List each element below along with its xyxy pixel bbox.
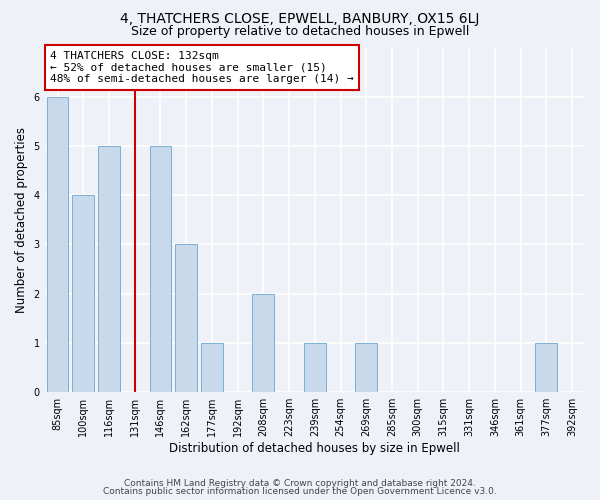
Bar	[304, 343, 326, 392]
Y-axis label: Number of detached properties: Number of detached properties	[15, 127, 28, 313]
Bar	[47, 96, 68, 392]
Bar	[73, 195, 94, 392]
Text: Contains public sector information licensed under the Open Government Licence v3: Contains public sector information licen…	[103, 487, 497, 496]
Bar	[355, 343, 377, 392]
Bar	[535, 343, 557, 392]
Bar	[175, 244, 197, 392]
Bar	[149, 146, 172, 392]
Bar	[253, 294, 274, 392]
Text: Contains HM Land Registry data © Crown copyright and database right 2024.: Contains HM Land Registry data © Crown c…	[124, 478, 476, 488]
Text: Size of property relative to detached houses in Epwell: Size of property relative to detached ho…	[131, 25, 469, 38]
Bar	[98, 146, 120, 392]
Text: 4 THATCHERS CLOSE: 132sqm
← 52% of detached houses are smaller (15)
48% of semi-: 4 THATCHERS CLOSE: 132sqm ← 52% of detac…	[50, 51, 354, 84]
Text: 4, THATCHERS CLOSE, EPWELL, BANBURY, OX15 6LJ: 4, THATCHERS CLOSE, EPWELL, BANBURY, OX1…	[121, 12, 479, 26]
Bar	[201, 343, 223, 392]
X-axis label: Distribution of detached houses by size in Epwell: Distribution of detached houses by size …	[169, 442, 460, 455]
